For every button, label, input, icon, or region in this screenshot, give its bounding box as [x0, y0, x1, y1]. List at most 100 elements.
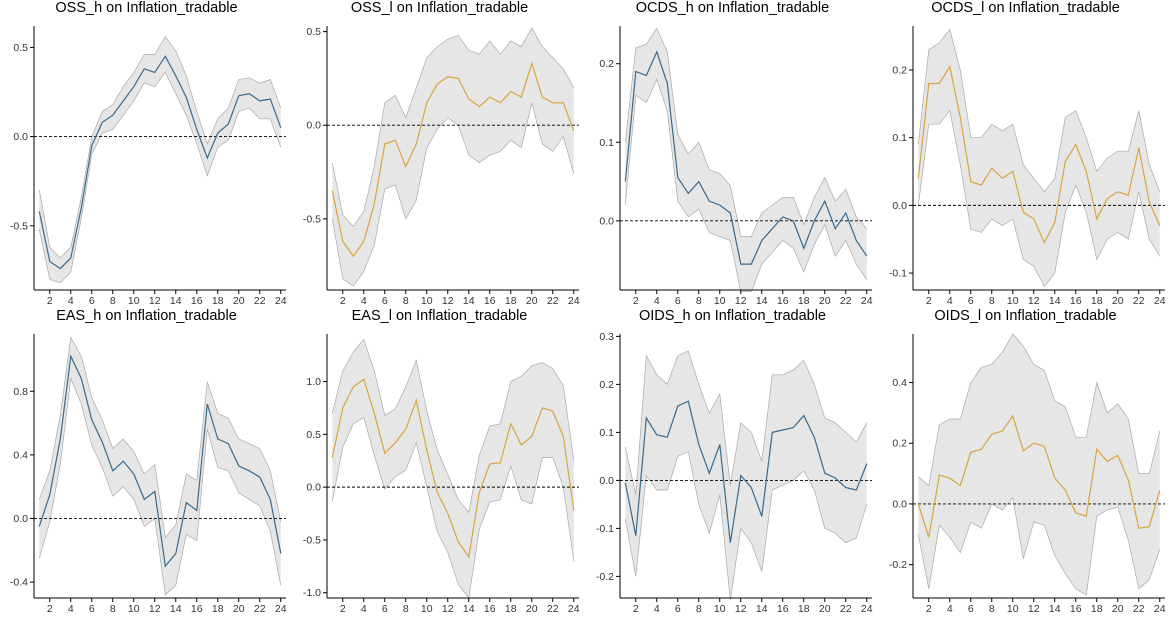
x-tick-label: 8	[989, 295, 995, 307]
y-tick-label: 0.3	[599, 331, 614, 343]
x-tick-label: 12	[149, 603, 161, 615]
y-tick-label: -0.2	[889, 559, 907, 571]
x-tick-label: 2	[340, 603, 346, 615]
y-tick-label: 0.5	[306, 26, 321, 38]
x-tick-label: 18	[1091, 603, 1103, 615]
x-tick-label: 2	[47, 295, 53, 307]
x-tick-label: 18	[505, 603, 517, 615]
x-tick-label: 10	[421, 603, 433, 615]
x-tick-label: 4	[361, 603, 367, 615]
x-tick-label: 4	[947, 603, 953, 615]
confidence-band	[332, 339, 574, 598]
x-tick-label: 24	[275, 295, 287, 307]
x-tick-label: 12	[1028, 603, 1040, 615]
panel-oss-l: OSS_l on Inflation_tradable -0.5 0.0 0.5 2 4…	[293, 0, 586, 308]
x-tick-label: 4	[654, 603, 660, 615]
y-tick-label: 0.0	[306, 482, 321, 494]
y-tick-label: -0.5	[10, 220, 28, 232]
panel-oids-l: OIDS_l on Inflation_tradable -0.2 0.0 0.2 0…	[879, 308, 1172, 616]
x-tick-label: 12	[442, 295, 454, 307]
plot-area: -0.2-0.10.00.10.20.32 4 6 8 10 12 14 16 18 20 22 24	[586, 330, 879, 616]
x-tick-label: 2	[926, 603, 932, 615]
panel-title: OCDS_l on Inflation_tradable	[879, 0, 1172, 16]
y-tick-label: 0.1	[599, 427, 614, 439]
panel-title: EAS_l on Inflation_tradable	[293, 308, 586, 324]
x-tick-label: 6	[89, 603, 95, 615]
confidence-band	[918, 334, 1160, 595]
x-tick-label: 14	[170, 295, 182, 307]
y-tick-label: 0.4	[892, 377, 907, 389]
x-tick-label: 4	[947, 295, 953, 307]
x-tick-label: 22	[840, 603, 852, 615]
x-tick-label: 22	[840, 295, 852, 307]
panel-oss-h: OSS_h on Inflation_tradable -0.5 0.0 0.5 2 4…	[0, 0, 293, 308]
x-tick-label: 18	[1091, 295, 1103, 307]
confidence-band	[918, 29, 1160, 286]
x-tick-label: 4	[654, 295, 660, 307]
plot-area: -0.40.00.40.82 4 6 8 10 12 14 16 18 20 22 24	[0, 330, 293, 616]
x-tick-label: 6	[675, 603, 681, 615]
x-tick-label: 22	[254, 295, 266, 307]
y-tick-label: 0.0	[13, 131, 28, 143]
x-tick-label: 14	[1049, 603, 1061, 615]
x-tick-label: 10	[128, 603, 140, 615]
x-tick-label: 22	[547, 295, 559, 307]
y-tick-label: 0.2	[892, 438, 907, 450]
y-tick-label: 0.0	[13, 513, 28, 525]
y-tick-label: 0.8	[13, 386, 28, 398]
panel-title: OSS_l on Inflation_tradable	[293, 0, 586, 16]
x-tick-label: 20	[233, 603, 245, 615]
x-tick-label: 20	[526, 295, 538, 307]
x-tick-label: 16	[484, 295, 496, 307]
plot-area: -0.20.00.20.42 4 6 8 10 12 14 16 18 20 22 24	[879, 330, 1172, 616]
x-tick-label: 6	[675, 295, 681, 307]
x-tick-label: 16	[191, 295, 203, 307]
x-tick-label: 2	[340, 295, 346, 307]
x-tick-label: 8	[110, 603, 116, 615]
x-tick-label: 16	[191, 603, 203, 615]
confidence-band	[39, 37, 280, 283]
x-tick-label: 8	[110, 295, 116, 307]
x-tick-label: 18	[798, 603, 810, 615]
x-tick-label: 24	[861, 603, 873, 615]
x-tick-label: 2	[633, 295, 639, 307]
x-tick-label: 14	[756, 603, 768, 615]
x-tick-label: 6	[382, 295, 388, 307]
y-tick-label: 0.0	[892, 498, 907, 510]
x-tick-label: 10	[1007, 603, 1019, 615]
x-tick-label: 20	[1112, 603, 1124, 615]
confidence-band	[332, 28, 574, 286]
x-tick-label: 2	[633, 603, 639, 615]
x-tick-label: 18	[212, 295, 224, 307]
x-tick-label: 24	[568, 603, 580, 615]
panel-title: OCDS_h on Inflation_tradable	[586, 0, 879, 16]
x-tick-label: 20	[819, 603, 831, 615]
panel-title: OIDS_h on Inflation_tradable	[586, 308, 879, 324]
plot-area: -0.50.00.52 4 6 8 10 12 14 16 18 20 22 24	[293, 22, 586, 308]
panel-eas-l: EAS_l on Inflation_tradable -1.0 -0.5 0.0 0…	[293, 308, 586, 616]
x-tick-label: 8	[403, 295, 409, 307]
x-tick-label: 24	[1154, 603, 1166, 615]
x-tick-label: 16	[777, 603, 789, 615]
y-tick-label: 0.4	[13, 449, 28, 461]
y-tick-label: -0.4	[10, 577, 28, 589]
x-tick-label: 12	[735, 603, 747, 615]
x-tick-label: 10	[714, 603, 726, 615]
x-tick-label: 6	[968, 295, 974, 307]
panel-title: EAS_h on Inflation_tradable	[0, 308, 293, 324]
x-tick-label: 20	[1112, 295, 1124, 307]
x-tick-label: 4	[68, 603, 74, 615]
x-tick-label: 18	[798, 295, 810, 307]
x-tick-label: 20	[819, 295, 831, 307]
x-tick-label: 14	[756, 295, 768, 307]
y-tick-label: 1.0	[306, 376, 321, 388]
x-tick-label: 2	[47, 603, 53, 615]
panel-ocds-l: OCDS_l on Inflation_tradable -0.1 0.0 0.1 0…	[879, 0, 1172, 308]
x-tick-label: 24	[275, 603, 287, 615]
x-tick-label: 4	[361, 295, 367, 307]
x-tick-label: 14	[463, 295, 475, 307]
x-tick-label: 24	[1154, 295, 1166, 307]
x-tick-label: 8	[696, 295, 702, 307]
panel-title: OIDS_l on Inflation_tradable	[879, 308, 1172, 324]
